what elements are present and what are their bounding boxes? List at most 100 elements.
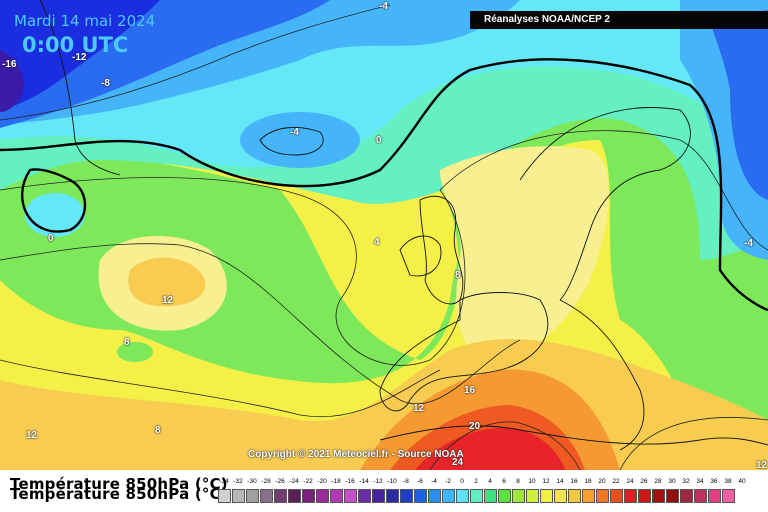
- map-time: 0:00 UTC: [22, 33, 129, 57]
- scale-tick-label: -28: [261, 478, 271, 485]
- scale-tick-label: -20: [317, 478, 327, 485]
- contour-label: 8: [155, 425, 161, 436]
- contour-label: -4: [290, 127, 299, 138]
- scale-tick-label: -18: [331, 478, 341, 485]
- scale-swatch: [260, 489, 273, 503]
- contour-label: 12: [413, 403, 425, 414]
- scale-tick-label: 32: [682, 478, 690, 485]
- green-patch-west: [117, 342, 153, 362]
- scale-swatch: [288, 489, 301, 503]
- scale-swatch: [386, 489, 399, 503]
- scale-tick-label: 14: [556, 478, 564, 485]
- scale-tick-label: -12: [373, 478, 383, 485]
- scale-swatch: [638, 489, 651, 503]
- scale-swatch: [274, 489, 287, 503]
- scale-tick-label: 2: [474, 478, 478, 485]
- variable-title: Température 850hPa (°C): [10, 475, 228, 493]
- iceland-cold-patch: [240, 112, 360, 168]
- copyright-notice: Copyright © 2021 Meteociel.fr - Source N…: [248, 449, 464, 460]
- isotherm-line: [429, 421, 581, 470]
- scale-tick-label: 8: [516, 478, 520, 485]
- scale-tick-label: 6: [502, 478, 506, 485]
- italy-balkan-coast: [559, 299, 645, 451]
- scale-swatch: [680, 489, 693, 503]
- map-canvas: [0, 0, 768, 470]
- scale-tick-label: 38: [724, 478, 732, 485]
- atlantic-warm-core: [128, 257, 206, 307]
- scale-swatch: [246, 489, 259, 503]
- isotherm-line: [0, 359, 441, 418]
- scale-swatch: [652, 489, 665, 503]
- deepblue-zone: [0, 0, 160, 110]
- scale-swatch: [624, 489, 637, 503]
- contour-label: 8: [455, 270, 461, 281]
- scale-tick-label: 40: [738, 478, 746, 485]
- scale-tick-label: -2: [445, 478, 451, 485]
- scale-swatch: [302, 489, 315, 503]
- isotherm-line: [0, 130, 768, 366]
- contour-label: 24: [452, 457, 464, 468]
- scale-tick-label: 34: [696, 478, 704, 485]
- scale-swatch: [414, 489, 427, 503]
- contour-label: 0: [48, 233, 54, 244]
- scale-tick-label: 26: [640, 478, 648, 485]
- scale-swatch: [568, 489, 581, 503]
- scale-tick-label: 18: [584, 478, 592, 485]
- scale-swatch: [708, 489, 721, 503]
- scale-tick-label: -30: [247, 478, 257, 485]
- scale-swatch: [330, 489, 343, 503]
- scale-swatch: [540, 489, 553, 503]
- scale-swatch: [554, 489, 567, 503]
- red-zone: [415, 427, 565, 470]
- scale-swatch: [442, 489, 455, 503]
- scale-swatch: [470, 489, 483, 503]
- scale-tick-label: -6: [417, 478, 423, 485]
- scale-tick-label: 20: [598, 478, 606, 485]
- scale-tick-label: 30: [668, 478, 676, 485]
- scale-swatch: [428, 489, 441, 503]
- scale-swatch: [582, 489, 595, 503]
- scale-tick-label: 12: [542, 478, 550, 485]
- scale-tick-label: -34: [219, 478, 229, 485]
- zero-isotherm-west: [20, 168, 87, 233]
- variable-title-shadow: Température 850hPa (°C): [10, 485, 228, 503]
- europe-pale-zone: [440, 146, 609, 360]
- contour-label: 8: [124, 337, 130, 348]
- scale-tick-label: 22: [612, 478, 620, 485]
- scale-tick-label: -16: [345, 478, 355, 485]
- isotherm-lines: [0, 4, 768, 470]
- contour-label: 4: [374, 237, 380, 248]
- scale-tick-label: 16: [570, 478, 578, 485]
- scale-tick-label: -22: [303, 478, 313, 485]
- scale-swatch: [596, 489, 609, 503]
- zero-isotherm-north: [0, 139, 181, 152]
- scale-tick-label: -26: [275, 478, 285, 485]
- coastlines: [39, 0, 768, 451]
- contour-label: -4: [744, 238, 753, 249]
- purple-zone: [0, 50, 24, 112]
- scale-swatch: [694, 489, 707, 503]
- contour-label: -4: [379, 1, 388, 12]
- iceland-coast: [259, 127, 324, 156]
- scale-swatch: [526, 489, 539, 503]
- isotherm-line: [0, 4, 391, 121]
- scale-tick-label: -14: [359, 478, 369, 485]
- scale-swatch: [358, 489, 371, 503]
- source-banner: Réanalyses NOAA/NCEP 2: [470, 11, 768, 29]
- scale-tick-label: 28: [654, 478, 662, 485]
- scale-tick-label: 4: [488, 478, 492, 485]
- isotherm-line: [619, 417, 768, 470]
- scale-swatch: [344, 489, 357, 503]
- color-scale: -34 -32 -30 -28 -26 -24 -22 -20 -18 -16 -14 -12 -10-…: [217, 478, 749, 506]
- scale-tick-label: -32: [233, 478, 243, 485]
- scale-swatch: [400, 489, 413, 503]
- contour-label: -8: [101, 78, 110, 89]
- scale-swatch: [456, 489, 469, 503]
- ireland-coast: [399, 235, 442, 277]
- scale-tick-label: 10: [528, 478, 536, 485]
- contour-label: 12: [162, 295, 174, 306]
- scale-swatch: [484, 489, 497, 503]
- contour-label: 12: [26, 430, 38, 441]
- contour-label: -12: [72, 52, 87, 63]
- east-blue: [710, 10, 768, 200]
